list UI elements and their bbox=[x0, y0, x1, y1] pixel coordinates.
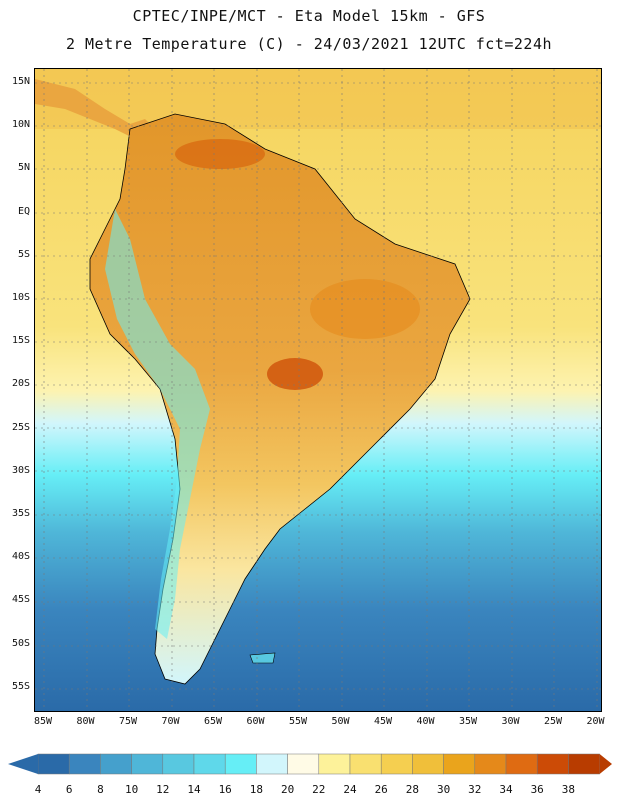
colorbar-segment bbox=[68, 753, 101, 775]
colorbar bbox=[8, 753, 612, 775]
lat-label: 25S bbox=[11, 421, 30, 433]
colorbar-segment bbox=[568, 753, 600, 775]
falkland-islands bbox=[249, 652, 276, 664]
colorbar-label: 36 bbox=[530, 783, 544, 796]
lat-label: 45S bbox=[11, 594, 30, 606]
colorbar-segment bbox=[380, 753, 413, 775]
map-title: CPTEC/INPE/MCT - Eta Model 15km - GFS bbox=[132, 7, 486, 25]
lat-label: 40S bbox=[11, 551, 30, 563]
colorbar-segment bbox=[100, 753, 132, 775]
colorbar-label: 22 bbox=[312, 783, 326, 796]
lat-label: 10N bbox=[11, 119, 30, 131]
colorbar-label: 10 bbox=[124, 783, 139, 796]
colorbar-segment bbox=[412, 753, 444, 775]
lon-label: 75W bbox=[118, 716, 138, 727]
colorbar-segment bbox=[349, 753, 382, 775]
colorbar-label: 38 bbox=[561, 783, 576, 796]
lat-label: 10S bbox=[11, 292, 30, 303]
colorbar-label: 30 bbox=[436, 783, 451, 796]
colorbar-label: 34 bbox=[499, 783, 513, 796]
lon-label: 80W bbox=[76, 716, 95, 727]
colorbar-label: 14 bbox=[187, 783, 201, 796]
colorbar-segment bbox=[505, 753, 538, 775]
lon-label: 55W bbox=[288, 716, 308, 727]
colorbar-max-arrow bbox=[599, 754, 612, 774]
lon-label: 30W bbox=[501, 716, 520, 727]
colorbar-label: 24 bbox=[343, 783, 357, 796]
temperature-map bbox=[34, 68, 602, 712]
colorbar-min-arrow bbox=[8, 754, 38, 774]
colorbar-segment bbox=[224, 753, 257, 775]
lat-label: 15N bbox=[11, 76, 30, 87]
lon-label: 25W bbox=[543, 716, 563, 727]
lon-label: 45W bbox=[373, 716, 393, 727]
lat-label: 50S bbox=[11, 637, 30, 649]
colorbar-label: 18 bbox=[249, 783, 264, 796]
colorbar-segment bbox=[131, 753, 164, 775]
lon-label: 60W bbox=[246, 716, 265, 727]
brazil-interior-warm-zone bbox=[310, 279, 420, 339]
lat-label: 15S bbox=[11, 335, 30, 347]
lon-label: 70W bbox=[161, 716, 180, 727]
colorbar-segment bbox=[443, 753, 476, 775]
northern-ocean-field bbox=[35, 69, 601, 129]
venezuela-hot-zone bbox=[175, 139, 265, 169]
colorbar-label: 20 bbox=[280, 783, 295, 796]
lat-label: 35S bbox=[11, 508, 30, 519]
lat-label: 5S bbox=[17, 248, 30, 260]
lon-label: 20W bbox=[586, 716, 605, 727]
lon-label: 35W bbox=[458, 716, 478, 727]
colorbar-label: 16 bbox=[218, 783, 232, 796]
map-subtitle: 2 Metre Temperature (C) - 24/03/2021 12U… bbox=[65, 35, 553, 53]
colorbar-label: 6 bbox=[65, 783, 73, 796]
lat-label: 30S bbox=[11, 464, 30, 476]
andes-cold-strip bbox=[105, 209, 210, 639]
map-canvas bbox=[35, 69, 601, 711]
lat-label: 20S bbox=[11, 378, 30, 390]
lon-label: 65W bbox=[203, 716, 223, 727]
colorbar-segment bbox=[474, 753, 507, 775]
colorbar-label: 12 bbox=[156, 783, 170, 796]
lon-label: 85W bbox=[33, 716, 53, 727]
lat-label: 55S bbox=[11, 680, 30, 692]
colorbar-label: 8 bbox=[97, 783, 104, 796]
graticule bbox=[35, 69, 601, 711]
colorbar-segment bbox=[37, 753, 70, 775]
colorbar-segment bbox=[193, 753, 226, 775]
south-america-landmass bbox=[89, 113, 471, 685]
colorbar-label: 26 bbox=[374, 783, 388, 796]
colorbar-segment bbox=[287, 753, 320, 775]
colorbar-segment bbox=[318, 753, 351, 775]
chaco-hot-zone bbox=[267, 358, 323, 390]
colorbar-segment bbox=[536, 753, 569, 775]
colorbar-segment bbox=[256, 753, 288, 775]
lon-label: 50W bbox=[331, 716, 350, 727]
colorbar-label: 28 bbox=[405, 783, 420, 796]
lon-label: 40W bbox=[416, 716, 435, 727]
colorbar-label: 4 bbox=[34, 783, 42, 796]
colorbar-label: 32 bbox=[468, 783, 482, 796]
lat-label: EQ bbox=[17, 205, 30, 217]
lat-label: 5N bbox=[17, 162, 30, 174]
central-america bbox=[35, 79, 155, 139]
colorbar-segment bbox=[162, 753, 195, 775]
